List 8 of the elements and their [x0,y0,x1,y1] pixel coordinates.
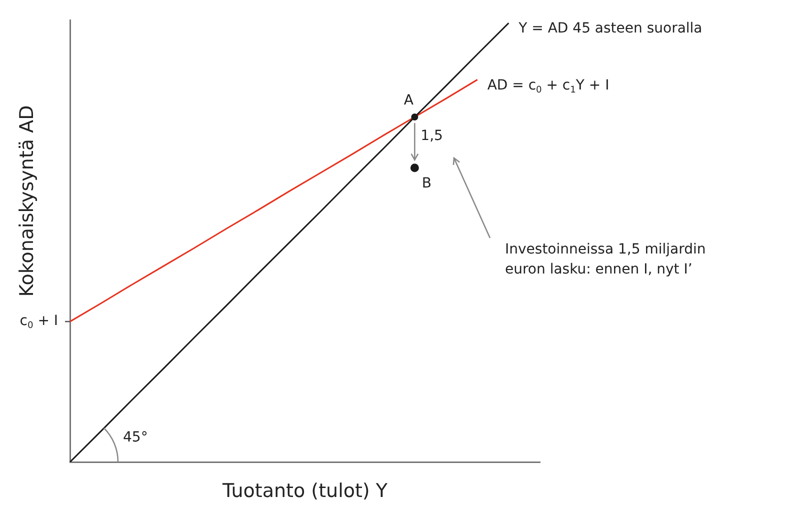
annotation: Investoinneissa 1,5 miljardin euron lasku: ennen I, nyt I’ [505,242,706,278]
series-label: Y = AD 45 asteen suoralla [518,20,702,37]
y-axis-title: Kokonaiskysyntä AD [16,105,38,297]
annotation: 45° [123,430,148,446]
annotation: 1,5 [420,128,443,144]
x-axis-title: Tuotanto (tulot) Y [222,480,388,502]
annotation: A [404,92,414,109]
series-label: B [422,176,432,192]
